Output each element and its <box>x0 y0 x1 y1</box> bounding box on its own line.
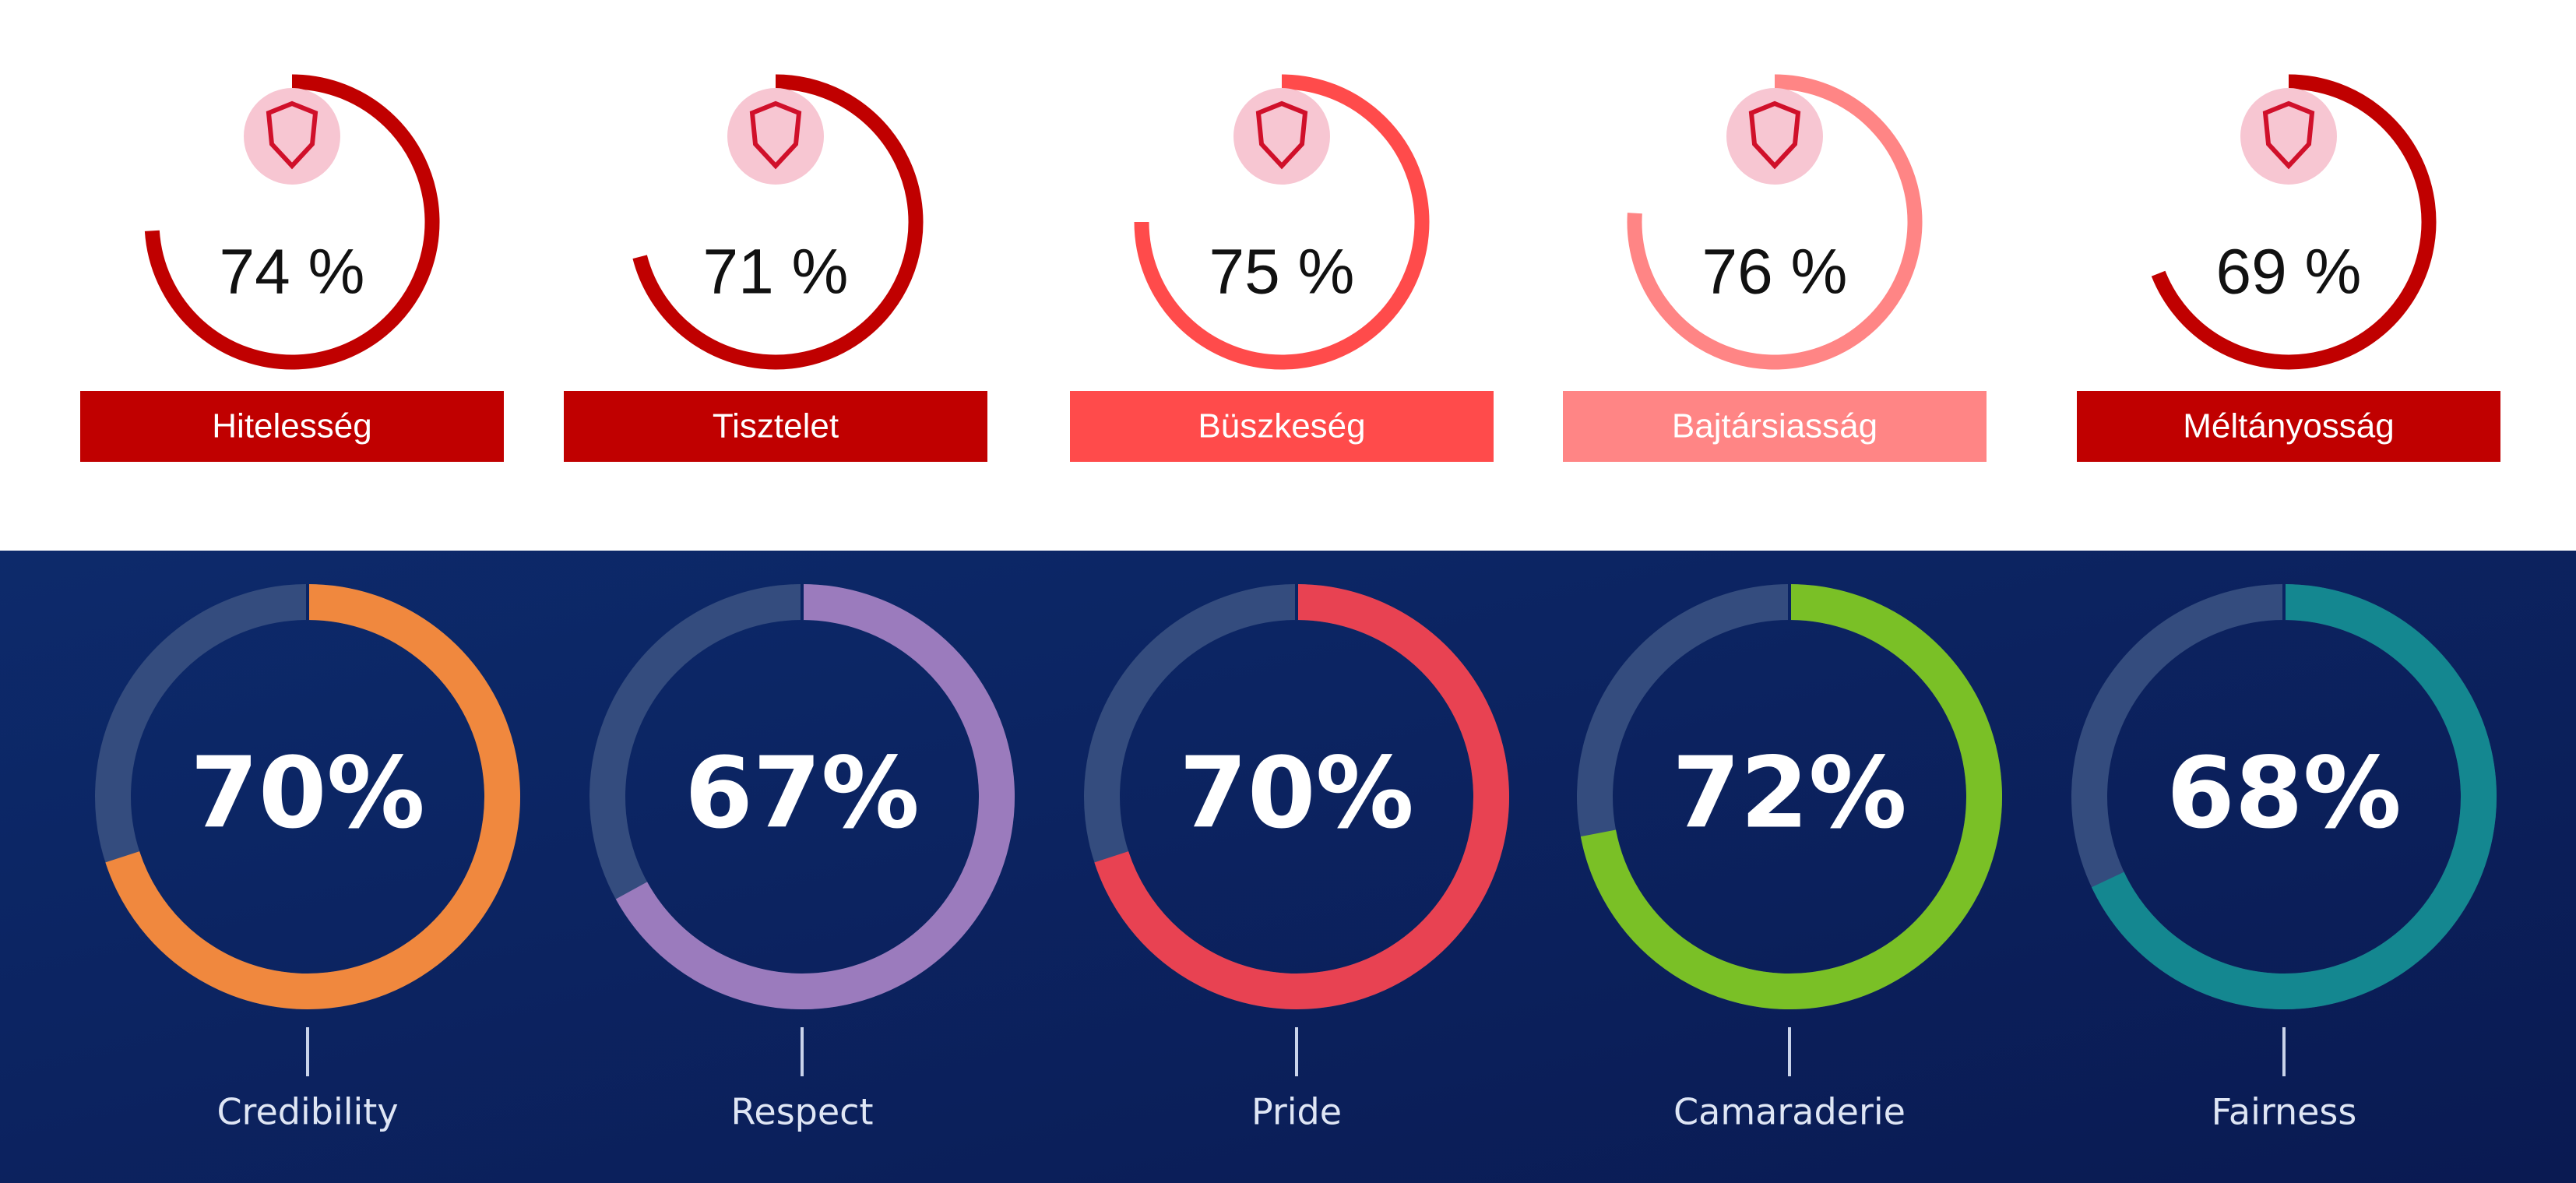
category-box <box>80 391 504 462</box>
value-label: 75 % <box>1209 237 1355 308</box>
donut-arc <box>2091 584 2497 1009</box>
value-label: 74 % <box>220 237 365 308</box>
category-label: Credibility <box>216 1091 398 1133</box>
category-box <box>2077 391 2500 462</box>
icon <box>2262 100 2315 170</box>
category-box <box>564 391 987 462</box>
donut-arc <box>105 584 520 1009</box>
icon <box>1748 100 1801 170</box>
value-label: 71 % <box>703 237 849 308</box>
category-label: Tisztelet <box>713 407 839 445</box>
gauge-arc <box>1134 74 1430 370</box>
category-label: Bajtársiasság <box>1672 407 1877 445</box>
icon <box>266 100 318 170</box>
value-label: 72% <box>1672 736 1907 850</box>
category-label: Respect <box>731 1091 874 1133</box>
gauge-arc <box>2151 74 2437 370</box>
category-label: Fairness <box>2212 1091 2357 1133</box>
gauge-arc <box>632 74 924 370</box>
donut-arc <box>1580 584 2002 1009</box>
gauge-arc <box>1627 74 1923 370</box>
category-label: Méltányosság <box>2183 407 2394 445</box>
category-label: Pride <box>1251 1091 1342 1133</box>
value-label: 67% <box>684 736 920 850</box>
donut-arc <box>1094 584 1509 1009</box>
category-box <box>1070 391 1494 462</box>
icon <box>749 100 802 170</box>
category-label: Büszkeség <box>1198 407 1365 445</box>
category-box <box>1563 391 1987 462</box>
value-label: 70% <box>190 736 425 850</box>
gauge-arc <box>144 74 440 370</box>
category-label: Camaraderie <box>1673 1091 1906 1133</box>
value-label: 68% <box>2166 736 2402 850</box>
value-label: 76 % <box>1702 237 1848 308</box>
value-label: 70% <box>1179 736 1414 850</box>
value-label: 69 % <box>2216 237 2362 308</box>
icon <box>1255 100 1308 170</box>
category-label: Hitelesség <box>212 407 371 445</box>
donut-arc <box>615 584 1015 1009</box>
